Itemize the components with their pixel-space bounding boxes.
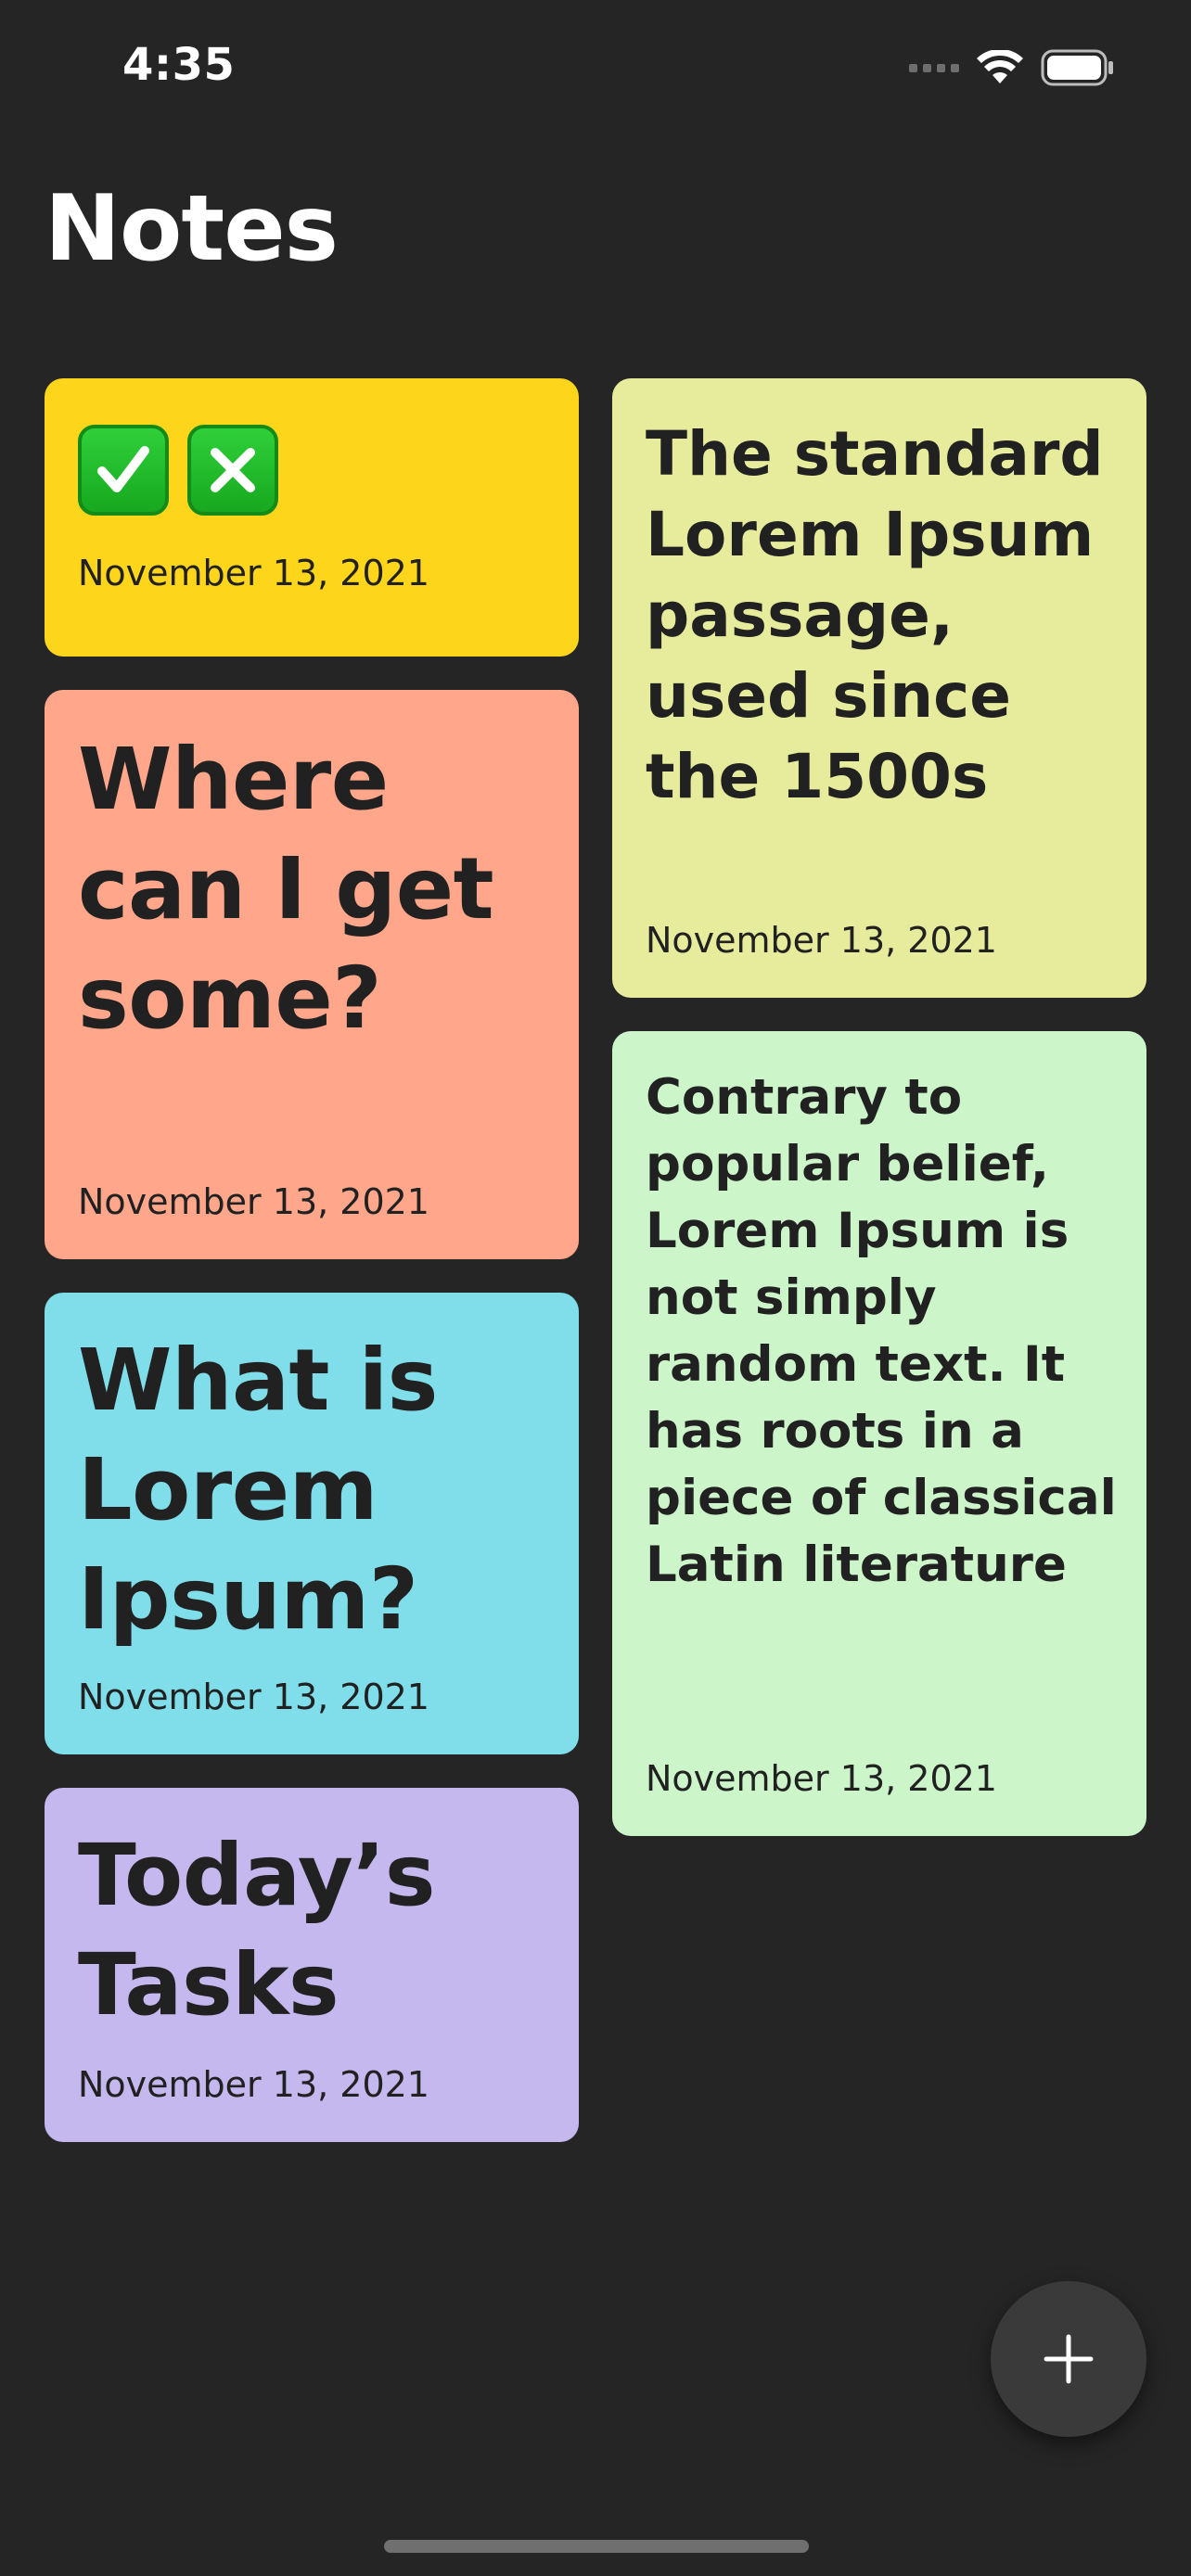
note-title: Contrary to popular belief, Lorem Ipsum … <box>646 1069 1117 1593</box>
status-time: 4:35 <box>122 39 236 91</box>
home-indicator <box>384 2540 809 2553</box>
status-icons <box>909 45 1115 91</box>
add-note-button[interactable] <box>991 2281 1146 2437</box>
note-date: November 13, 2021 <box>78 2064 429 2105</box>
emoji-row <box>78 425 278 516</box>
check-mark-button-icon <box>78 425 169 516</box>
status-bar: 4:35 <box>0 0 1191 139</box>
note-title: Today’s Tasks <box>78 1826 436 2034</box>
note-title: The standard Lorem Ipsum passage, used s… <box>646 418 1104 812</box>
note-date: November 13, 2021 <box>646 920 997 961</box>
note-title: Where can I get some? <box>78 730 494 1048</box>
note-title: What is Lorem Ipsum? <box>78 1331 438 1649</box>
plus-icon <box>1044 2334 1094 2384</box>
battery-icon <box>1041 49 1115 86</box>
note-card-what-is-lorem-ipsum[interactable]: What is Lorem Ipsum? November 13, 2021 <box>45 1293 579 1754</box>
cross-mark-button-icon <box>187 425 278 516</box>
page-title: Notes <box>45 176 339 282</box>
note-date: November 13, 2021 <box>78 1181 429 1222</box>
signal-icon <box>909 63 959 72</box>
note-card-emoji[interactable]: November 13, 2021 <box>45 378 579 657</box>
note-card-standard-lorem-ipsum[interactable]: The standard Lorem Ipsum passage, used s… <box>612 378 1146 998</box>
note-date: November 13, 2021 <box>646 1758 997 1799</box>
wifi-icon <box>976 50 1024 85</box>
note-date: November 13, 2021 <box>78 1677 429 1717</box>
note-card-contrary-to-popular-belief[interactable]: Contrary to popular belief, Lorem Ipsum … <box>612 1031 1146 1836</box>
note-card-where-can-i-get-some[interactable]: Where can I get some? November 13, 2021 <box>45 690 579 1259</box>
note-date: November 13, 2021 <box>78 553 429 593</box>
note-card-todays-tasks[interactable]: Today’s Tasks November 13, 2021 <box>45 1788 579 2142</box>
